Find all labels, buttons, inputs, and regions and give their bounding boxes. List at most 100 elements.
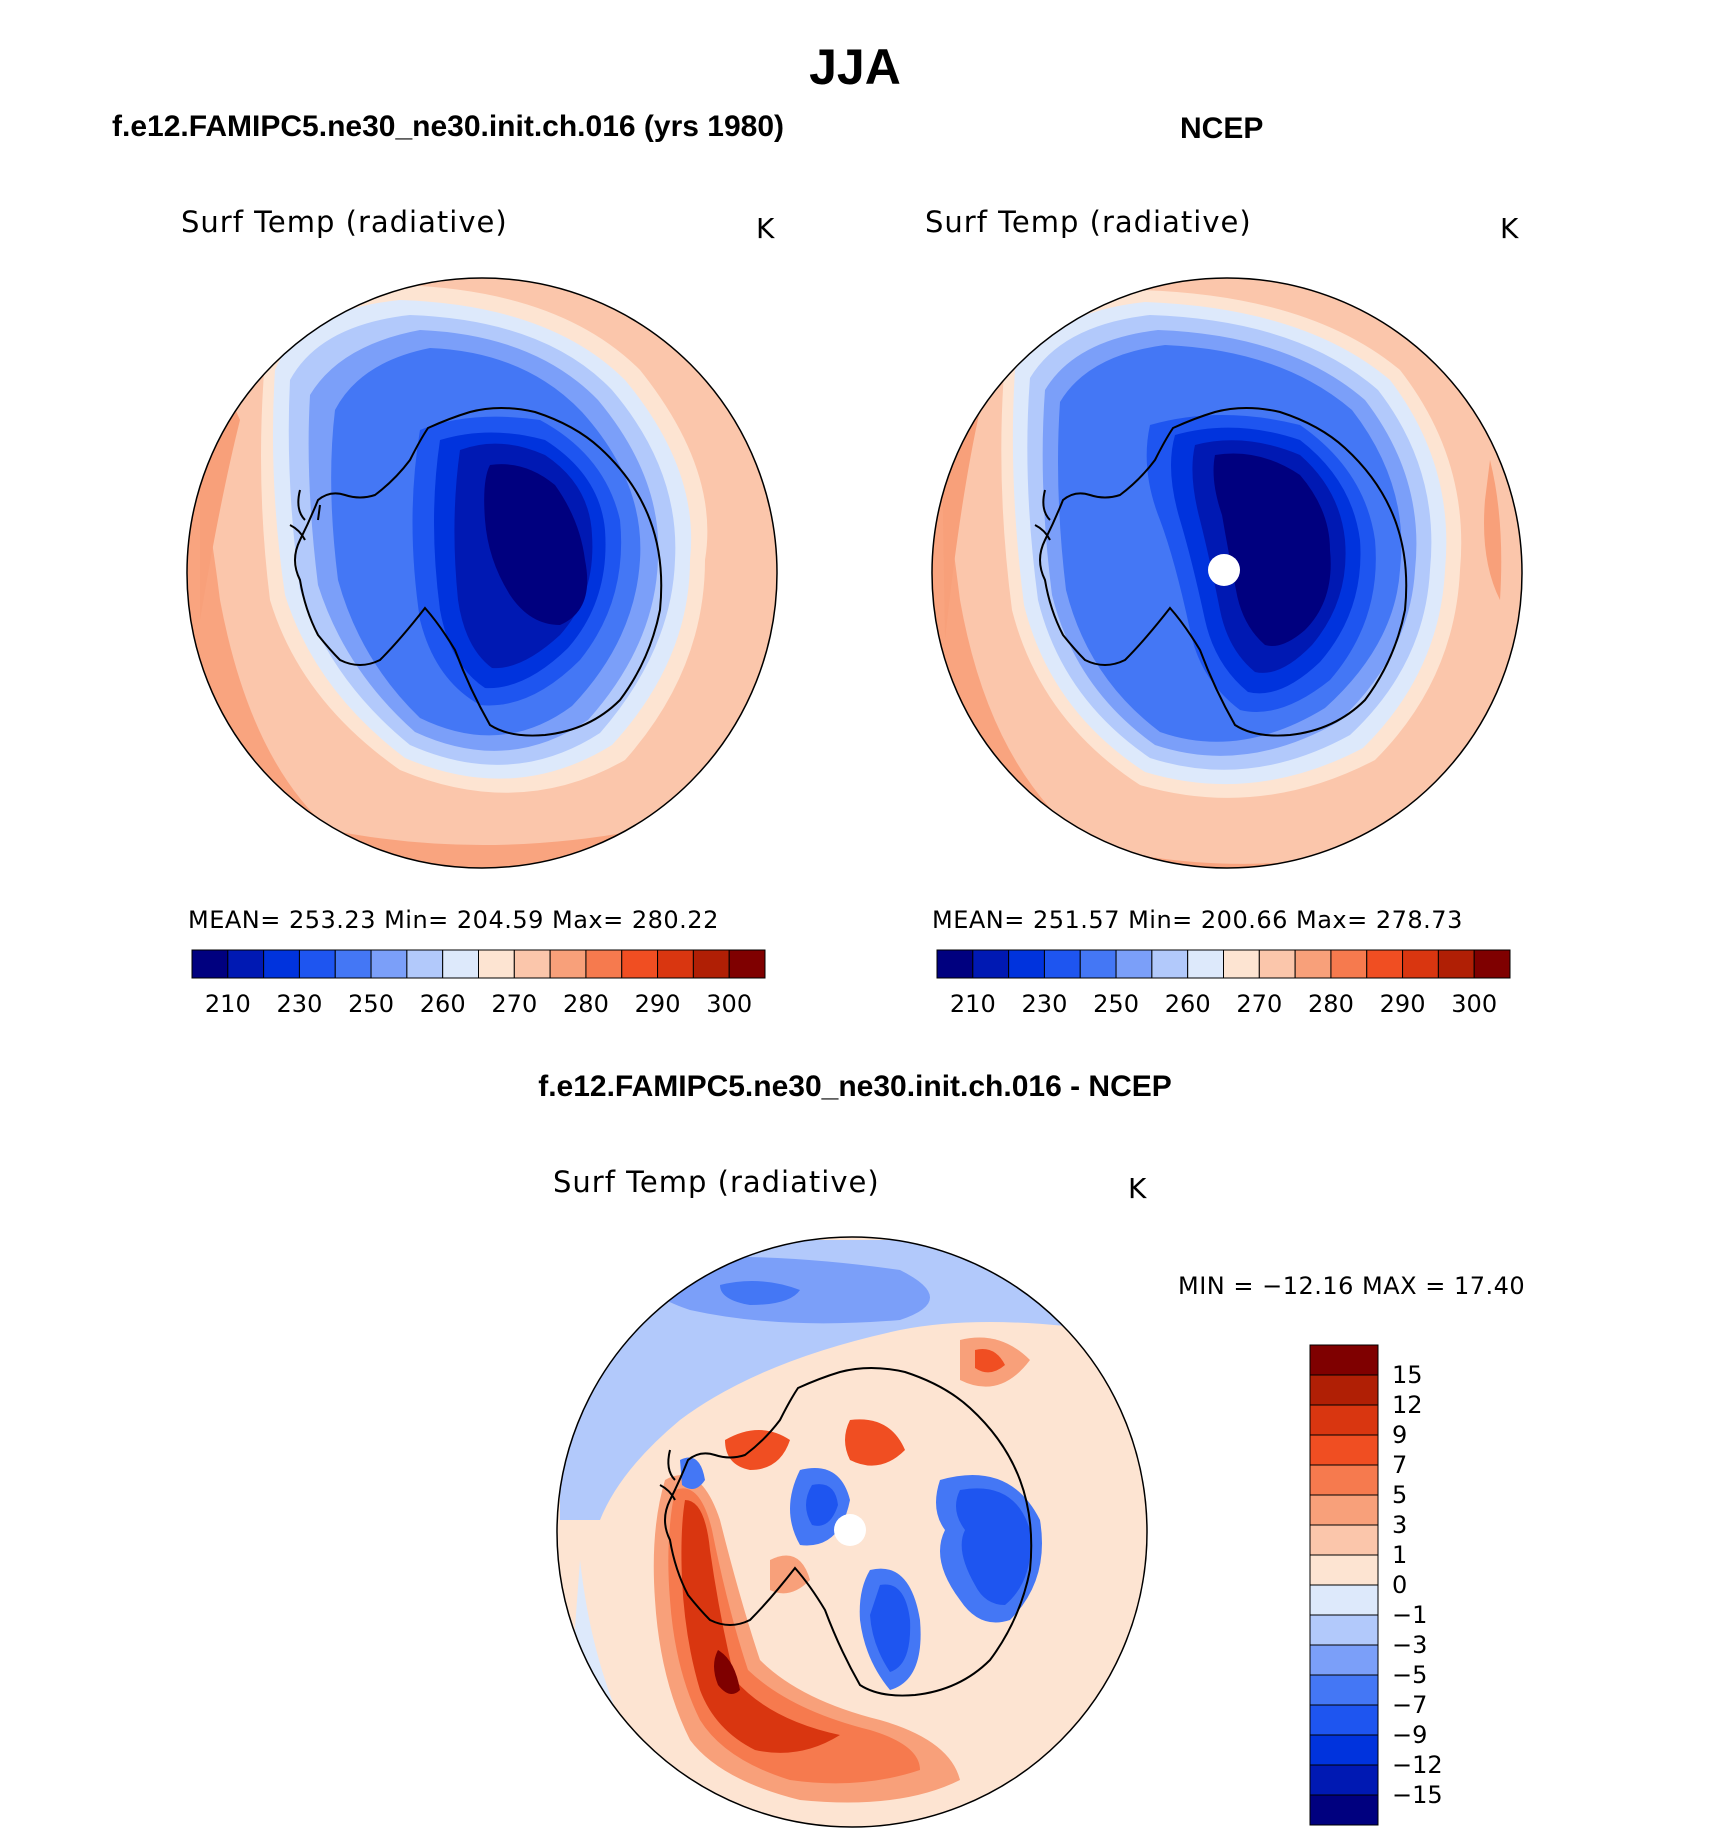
colorbar-tick-label: 210	[949, 990, 996, 1018]
colorbar-tick-label: 230	[276, 990, 323, 1018]
colorbar-tick-label: 5	[1392, 1481, 1408, 1509]
colorbar-swatch	[191, 949, 229, 979]
colorbar-tick-label: −7	[1392, 1691, 1428, 1719]
colorbar-swatch	[936, 949, 974, 979]
colorbar-tick-label: 0	[1392, 1571, 1408, 1599]
colorbar-tick-label: 210	[204, 990, 251, 1018]
colorbar-swatch	[1258, 949, 1296, 979]
right-colorbar	[936, 949, 1511, 979]
colorbar-swatch	[1309, 1674, 1379, 1706]
left-units-label: K	[756, 212, 775, 245]
colorbar-tick-label: 280	[1308, 990, 1354, 1018]
colorbar-tick-label: 250	[1093, 990, 1139, 1018]
colorbar-swatch	[1309, 1644, 1379, 1676]
colorbar-swatch	[1366, 949, 1404, 979]
colorbar-swatch	[406, 949, 444, 979]
figure-title: JJA	[809, 39, 901, 95]
colorbar-tick-label: −9	[1392, 1721, 1428, 1749]
right-stats: MEAN= 251.57 Min= 200.66 Max= 278.73	[932, 906, 1463, 934]
colorbar-swatch	[1309, 1764, 1379, 1796]
colorbar-swatch	[692, 949, 730, 979]
colorbar-swatch	[334, 949, 372, 979]
left-stats: MEAN= 253.23 Min= 204.59 Max= 280.22	[188, 906, 719, 934]
colorbar-swatch	[1309, 1434, 1379, 1466]
right-variable-label: Surf Temp (radiative)	[925, 205, 1252, 239]
colorbar-swatch	[370, 949, 408, 979]
right-polar-map	[932, 278, 1522, 868]
right-panel-title: NCEP	[1180, 112, 1264, 145]
diff-polar-map	[557, 1237, 1147, 1827]
colorbar-swatch	[1309, 1524, 1379, 1556]
colorbar-swatch	[1309, 1704, 1379, 1736]
colorbar-swatch	[549, 949, 587, 979]
colorbar-swatch	[1309, 1404, 1379, 1436]
right-map-border	[931, 277, 1523, 869]
colorbar-swatch	[1309, 1464, 1379, 1496]
colorbar-swatch	[585, 949, 623, 979]
colorbar-swatch	[1309, 1614, 1379, 1646]
colorbar-tick-label: −12	[1392, 1751, 1443, 1779]
colorbar-swatch	[1294, 949, 1332, 979]
diff-panel-title: f.e12.FAMIPC5.ne30_ne30.init.ch.016 - NC…	[538, 1070, 1172, 1103]
colorbar-tick-label: −3	[1392, 1631, 1428, 1659]
right-units-label: K	[1500, 212, 1519, 245]
colorbar-tick-label: 290	[1379, 990, 1426, 1018]
colorbar-swatch	[513, 949, 551, 979]
colorbar-swatch	[1223, 949, 1260, 979]
left-polar-map	[187, 278, 777, 868]
diff-colorbar	[1309, 1344, 1379, 1826]
colorbar-tick-label: 260	[1164, 990, 1211, 1018]
colorbar-tick-label: −1	[1392, 1601, 1428, 1629]
colorbar-tick-label: −5	[1392, 1661, 1428, 1689]
colorbar-tick-label: 15	[1392, 1361, 1423, 1389]
colorbar-tick-label: 300	[706, 990, 753, 1018]
colorbar-swatch	[728, 949, 766, 979]
colorbar-tick-label: 3	[1392, 1511, 1408, 1539]
colorbar-tick-label: 250	[348, 990, 394, 1018]
left-variable-label: Surf Temp (radiative)	[181, 205, 508, 239]
colorbar-swatch	[1309, 1794, 1379, 1826]
colorbar-swatch	[1043, 949, 1081, 979]
diff-stats: MIN = −12.16 MAX = 17.40	[1178, 1272, 1526, 1300]
colorbar-tick-label: 7	[1392, 1451, 1408, 1479]
diff-units-label: K	[1128, 1172, 1147, 1205]
colorbar-swatch	[1402, 949, 1439, 979]
colorbar-swatch	[1115, 949, 1153, 979]
colorbar-swatch	[1079, 949, 1117, 979]
colorbar-swatch	[442, 949, 479, 979]
colorbar-swatch	[1151, 949, 1189, 979]
colorbar-swatch	[1309, 1734, 1379, 1766]
colorbar-swatch	[1473, 949, 1511, 979]
colorbar-swatch	[1309, 1554, 1379, 1586]
colorbar-tick-label: 230	[1021, 990, 1068, 1018]
colorbar-swatch	[227, 949, 265, 979]
colorbar-swatch	[1309, 1584, 1379, 1616]
colorbar-tick-label: 270	[1236, 990, 1283, 1018]
colorbar-tick-label: 300	[1451, 990, 1498, 1018]
colorbar-swatch	[1437, 949, 1475, 979]
colorbar-tick-label: 1	[1392, 1541, 1408, 1569]
colorbar-tick-label: 12	[1392, 1391, 1423, 1419]
colorbar-swatch	[478, 949, 515, 979]
colorbar-tick-label: 270	[491, 990, 538, 1018]
colorbar-swatch	[298, 949, 336, 979]
colorbar-swatch	[1187, 949, 1224, 979]
colorbar-swatch	[972, 949, 1010, 979]
colorbar-swatch	[1008, 949, 1045, 979]
left-colorbar	[191, 949, 766, 979]
diff-variable-label: Surf Temp (radiative)	[553, 1165, 880, 1199]
left-colorbar-ticks: 210 230 250 260 270 280 290 300	[0, 990, 1710, 1020]
colorbar-tick-label: 9	[1392, 1421, 1408, 1449]
colorbar-swatch	[1309, 1494, 1379, 1526]
colorbar-tick-label: 260	[419, 990, 466, 1018]
left-map-border	[186, 277, 778, 869]
colorbar-swatch	[263, 949, 300, 979]
colorbar-swatch	[621, 949, 659, 979]
colorbar-swatch	[1309, 1344, 1379, 1376]
colorbar-tick-label: 280	[563, 990, 609, 1018]
diff-map-border	[556, 1236, 1148, 1828]
right-colorbar-ticks: 210 230 250 260 270 280 290 300	[0, 990, 1710, 1020]
colorbar-swatch	[1330, 949, 1368, 979]
colorbar-swatch	[1309, 1374, 1379, 1406]
